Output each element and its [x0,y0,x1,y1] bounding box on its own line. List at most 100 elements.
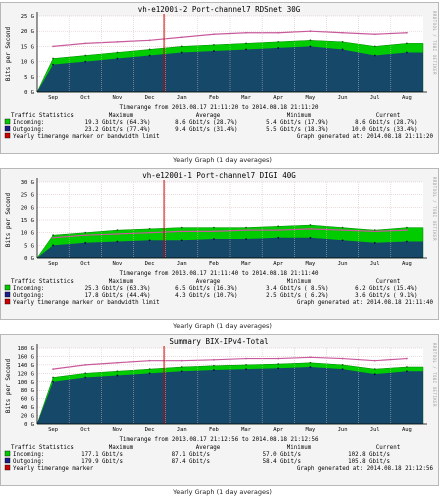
outgoing-point [148,239,151,242]
stats-percent: (10.7%) [213,293,237,299]
stats-row-label: Outgoing: [13,127,44,133]
outgoing-point [406,370,408,373]
y-tick-label: 10 G [21,231,34,237]
limit-point [180,359,183,362]
y-axis-label: Bits per Second [5,359,12,414]
limit-point [180,230,183,233]
y-tick-label: 5 G [24,75,34,81]
incoming-point [84,54,87,57]
limit-point [245,357,247,360]
incoming-point [148,48,151,51]
x-tick-label: May [305,261,316,267]
x-tick-label: Jul [370,95,380,101]
stats-value: 19.3 Gbit/s [85,120,123,126]
stats-value: 87.4 Gbit/s [172,459,210,465]
y-axis-label: Bits per Second [5,27,12,82]
incoming-point [309,224,312,226]
outgoing-point [116,57,119,60]
limit-point [341,357,344,360]
y-tick-label: 25 G [21,14,34,20]
x-tick-label: Dec [145,95,155,101]
x-tick-label: Mar [241,95,252,101]
outgoing-point [52,63,54,66]
outgoing-point [148,54,151,57]
limit-point [277,357,280,360]
generated-at-text: Graph generated at: 2014.08.18 21:11:20 [297,134,434,140]
stats-row-label: Incoming: [13,286,44,292]
stats-percent: ( 9.1%) [393,293,417,299]
stats-value: 87.1 Gbit/s [172,452,210,458]
stats-column-header: Maximum [109,279,134,285]
incoming-point [373,368,376,371]
limit-line [53,356,407,370]
x-tick-label: Sep [48,95,58,101]
stats-column-header: Traffic Statistics [11,113,74,119]
limit-point [245,31,247,34]
stats-value: 102.8 Gbit/s [348,452,390,458]
limit-point [277,229,280,232]
outgoing-point [373,373,376,376]
x-tick-label: Jun [338,261,348,267]
limit-legend-swatch [4,298,11,305]
limit-point [180,36,183,39]
limit-point [52,45,54,48]
limit-line [53,30,407,47]
x-tick-label: Aug [402,95,412,101]
limit-point [245,229,247,232]
incoming-point [245,42,247,45]
stats-value: 9.4 Gbit/s [175,127,210,133]
y-tick-label: 20 G [21,29,34,35]
stats-value: 177.1 Gbit/s [81,452,123,458]
outgoing-point [52,244,54,247]
x-tick-label: Nov [112,261,123,267]
stats-value: 105.8 Gbit/s [348,459,390,465]
graph-panel-2: vh-e1200i-1 Port-channel7 DIGI 40G 0 G 5 G… [0,168,439,320]
incoming-point [373,45,376,48]
x-tick-label: Apr [273,95,284,101]
chart-title: vh-e1200i-1 Port-channel7 DIGI 40G [142,171,296,180]
outgoing-point [245,48,247,51]
outgoing-point [277,367,280,370]
outgoing-point [373,241,376,244]
y-tick-label: 160 G [17,354,34,360]
y-tick-label: 0 G [24,422,34,428]
x-tick-label: Jul [370,427,380,433]
x-tick-label: Jan [177,427,187,433]
incoming-legend-swatch [4,450,11,457]
outgoing-legend-swatch [4,291,11,298]
limit-point [406,31,408,34]
x-tick-label: Feb [209,427,219,433]
limit-legend-swatch [4,132,11,139]
x-tick-label: Jul [370,261,380,267]
incoming-point [116,370,119,373]
stats-row-label: Outgoing: [13,459,44,465]
stats-value: 57.0 Gbit/s [263,452,301,458]
graph-panel-3: Summary BIX-IPv4-Total 0 G 20 G 40 G 60 G 80 … [0,334,439,486]
chart-caption-1: Yearly Graph (1 day averages) [173,156,272,164]
incoming-point [180,226,183,229]
outgoing-point [309,236,312,239]
stats-row-label: Incoming: [13,120,44,126]
outgoing-point [309,45,312,48]
outgoing-point [277,236,280,239]
incoming-point [84,372,87,375]
stats-column-header: Traffic Statistics [11,279,74,285]
traffic-chart-3: Summary BIX-IPv4-Total 0 G 20 G 40 G 60 G 80 … [4,337,433,472]
y-tick-label: 25 G [21,193,34,199]
stats-column-header: Average [196,279,221,285]
stats-value: 3.4 Gbit/s [266,286,301,292]
y-tick-label: 140 G [17,363,34,369]
outgoing-point [341,368,344,371]
incoming-point [373,229,376,232]
graph-panel-1: vh-e1200i-2 Port-channel7 RDSnet 30G 0 G 5… [0,2,439,154]
y-tick-label: 5 G [24,243,34,249]
stats-percent: (18.3%) [304,127,328,133]
incoming-point [213,364,215,367]
y-tick-label: 120 G [17,371,34,377]
y-tick-label: 15 G [21,44,34,50]
stats-percent: (17.9%) [304,120,328,126]
stats-value: 8.6 Gbit/s [175,120,210,126]
outgoing-point [277,47,280,49]
stats-column-header: Maximum [109,445,134,451]
traffic-chart-1: vh-e1200i-2 Port-channel7 RDSnet 30G 0 G 5… [4,5,434,140]
